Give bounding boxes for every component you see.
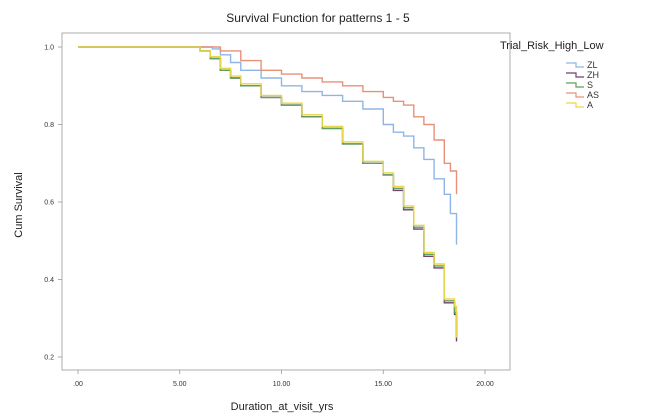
y-tick-label: 0.6 [44, 200, 54, 207]
y-axis-label: Cum Survival [13, 172, 25, 237]
legend-swatch [566, 92, 584, 98]
legend-title: Trial_Risk_High_Low [500, 40, 604, 52]
plot-area: 0.2 0.4 0.6 0.8 1.0 .00 5.00 10.00 15.00 20.00 [44, 32, 511, 388]
legend-swatch [566, 102, 584, 108]
x-tick-label: .00 [73, 381, 83, 388]
series-lines [78, 46, 458, 342]
y-tick-label: 0.8 [44, 122, 54, 129]
plot-frame [61, 32, 511, 371]
series-line-a [78, 46, 458, 338]
legend-label: ZL [587, 60, 598, 70]
legend-item-zl: ZL [566, 60, 598, 70]
legend-label: S [587, 80, 593, 90]
series-line-s [78, 46, 458, 338]
legend-item-s: S [566, 80, 593, 90]
legend-swatch [566, 72, 584, 78]
x-tick-label: 10.00 [273, 381, 291, 388]
x-tick-label: 20.00 [476, 381, 494, 388]
series-line-zh [78, 46, 458, 342]
x-axis-label: Duration_at_visit_yrs [231, 401, 334, 413]
legend-item-a: A [566, 100, 593, 110]
x-axis-ticks: .00 5.00 10.00 15.00 20.00 [73, 370, 494, 388]
legend-item-zh: ZH [566, 70, 599, 80]
legend-label: AS [587, 90, 599, 100]
y-tick-label: 1.0 [44, 45, 54, 52]
legend-item-as: AS [566, 90, 599, 100]
x-tick-label: 15.00 [374, 381, 392, 388]
legend-label: ZH [587, 70, 599, 80]
y-tick-label: 0.4 [44, 277, 54, 284]
series-line-as [78, 46, 458, 195]
legend-swatch [566, 82, 584, 88]
y-axis-ticks: 0.2 0.4 0.6 0.8 1.0 [44, 45, 62, 362]
legend-label: A [587, 100, 593, 110]
chart-title: Survival Function for patterns 1 - 5 [226, 11, 410, 25]
legend-swatch [566, 62, 584, 68]
y-tick-label: 0.2 [44, 355, 54, 362]
series-line-zl [78, 46, 458, 245]
x-tick-label: 5.00 [173, 381, 187, 388]
